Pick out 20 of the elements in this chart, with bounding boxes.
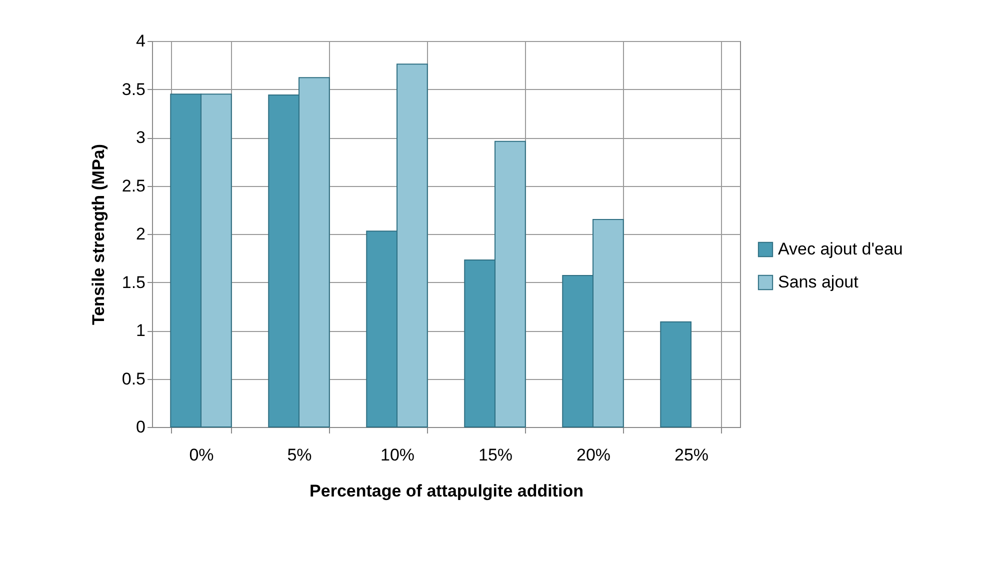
y-tick-label: 1 [136,321,146,340]
y-tick-label: 1.5 [122,272,146,292]
x-tick-label: 10% [380,446,415,464]
x-tick-label: 20% [576,446,611,464]
y-tick-label: 2.5 [122,176,146,196]
y-tick-label: 2 [136,224,146,244]
y-tick-label: 0 [136,418,146,436]
x-tick-label: 5% [287,446,312,464]
x-axis-title: Percentage of attapulgite addition [310,482,584,500]
x-tick-label: 0% [189,446,214,464]
legend-label: Sans ajout [778,272,859,292]
y-tick-label: 0.5 [122,369,146,388]
legend-label: Avec ajout d'eau [778,240,903,258]
y-tick-label: 3 [136,128,146,147]
bar [660,321,692,428]
y-axis-title: Tensile strength (MPa) [88,144,108,326]
x-tick-label: 15% [478,446,513,464]
y-tick-label: 3.5 [122,80,146,99]
y-tick-label: 4 [136,32,146,50]
x-tick-label: 25% [674,446,709,464]
